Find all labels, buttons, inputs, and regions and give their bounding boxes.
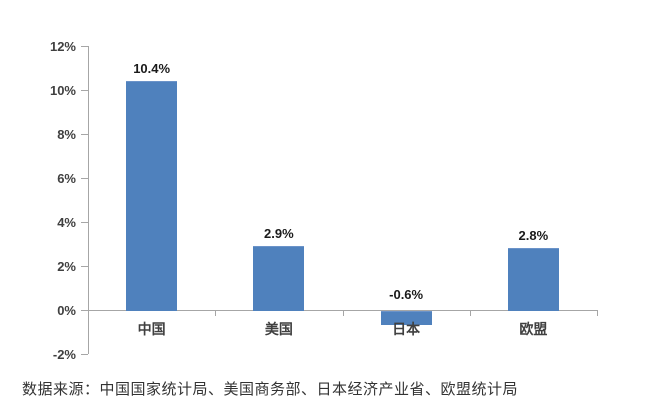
category-label-china: 中国	[137, 321, 166, 337]
category-label-japan: 日本	[392, 321, 421, 337]
y-axis-tick-label: 4%	[57, 215, 76, 230]
y-axis-tick-label: 12%	[49, 39, 76, 54]
data-label: 10.4%	[133, 61, 171, 77]
bar-eu	[507, 248, 559, 311]
y-axis-tick-label: 10%	[49, 83, 76, 98]
x-axis-line	[88, 310, 597, 311]
y-axis-tick	[81, 46, 88, 47]
bar-group-usa: 2.9% 美国	[215, 0, 342, 413]
y-axis-tick-label: -2%	[52, 347, 76, 362]
y-axis-tick	[81, 310, 88, 311]
y-axis-tick	[81, 354, 88, 355]
x-axis-tick	[343, 310, 344, 316]
bar-group-eu: 2.8% 欧盟	[470, 0, 597, 413]
y-axis-tick	[81, 90, 88, 91]
y-axis-tick	[81, 134, 88, 135]
y-axis-tick-label: 0%	[57, 303, 76, 318]
y-axis-tick	[81, 178, 88, 179]
bar-group-china: 10.4% 中国	[88, 0, 215, 413]
bar-china	[126, 81, 178, 311]
data-source-note: 数据来源：中国国家统计局、美国商务部、日本经济产业省、欧盟统计局	[22, 381, 519, 398]
y-axis-tick	[81, 222, 88, 223]
data-label: -0.6%	[389, 287, 424, 302]
y-axis-tick-label: 8%	[57, 127, 76, 142]
x-axis-tick	[470, 310, 471, 316]
data-label: 2.9%	[264, 226, 294, 242]
category-label-eu: 欧盟	[519, 321, 548, 337]
y-axis-tick-label: 2%	[57, 259, 76, 274]
x-axis-tick	[597, 310, 598, 316]
bar-japan	[380, 311, 432, 326]
data-label: 2.8%	[518, 228, 549, 244]
x-axis-tick	[215, 310, 216, 316]
category-label-usa: 美国	[264, 321, 293, 337]
y-axis-tick	[81, 266, 88, 267]
bar-usa	[253, 246, 305, 311]
y-axis-line	[88, 46, 89, 354]
bar-group-japan: -0.6% 日本	[343, 0, 470, 413]
y-axis-tick-label: 6%	[57, 171, 76, 186]
